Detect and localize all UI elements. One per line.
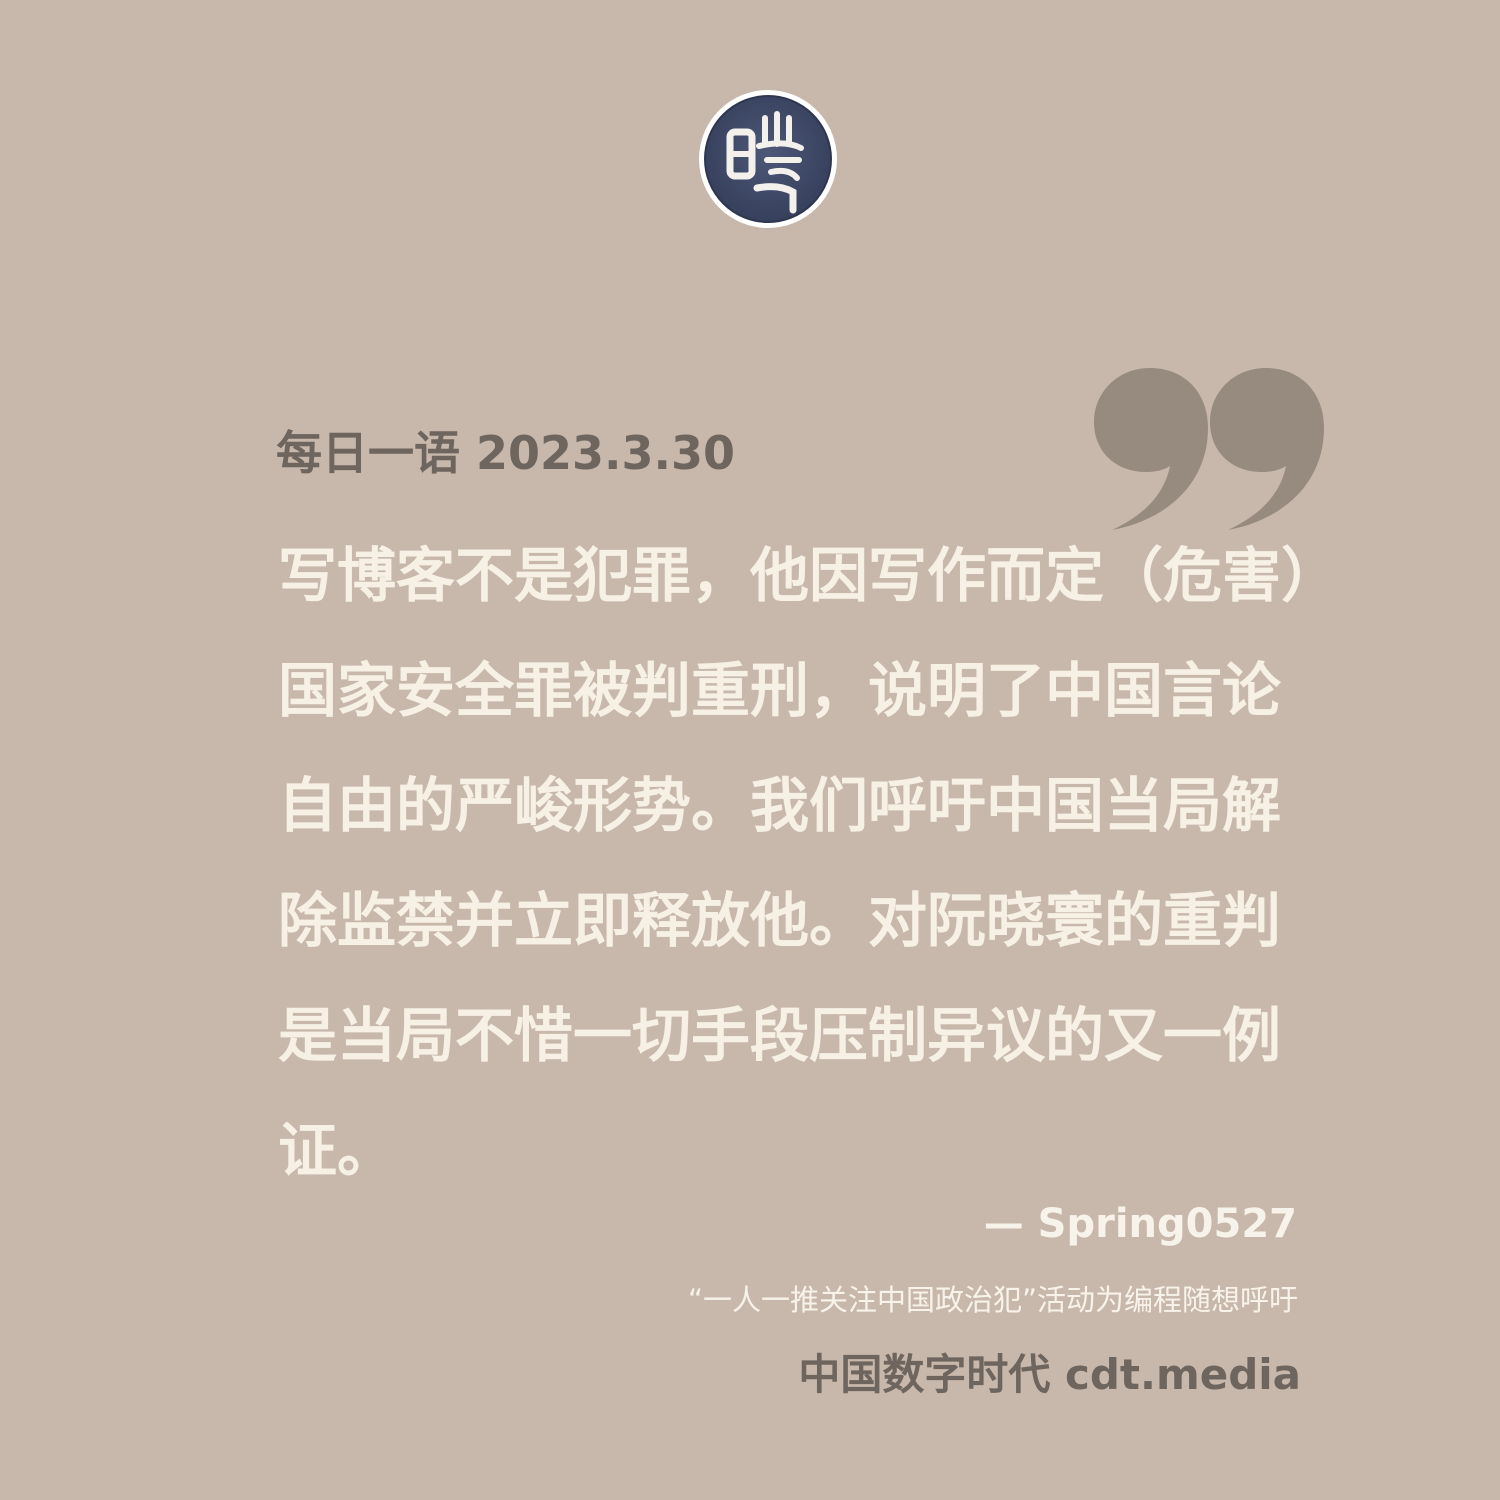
quote-line: 证。: [278, 1116, 397, 1185]
brand-footer: 中国数字时代 cdt.media: [798, 1350, 1301, 1399]
quote-line: 国家安全罪被判重刑，说明了中国言论: [278, 656, 1282, 725]
date-heading: 每日一语 2023.3.30: [276, 426, 736, 480]
quote-line: 自由的严峻形势。我们呼吁中国当局解: [278, 771, 1282, 840]
quote-author: — Spring0527: [983, 1201, 1297, 1247]
quote-text: 写博客不是犯罪，他因写作而定（危害） 国家安全罪被判重刑，说明了中国言论 自由的…: [278, 518, 1358, 1208]
quote-line: 是当局不惜一切手段压制异议的又一例: [278, 1001, 1282, 1070]
quote-line: 写博客不是犯罪，他因写作而定（危害）: [278, 541, 1341, 610]
cdt-logo: [697, 88, 839, 230]
quote-line: 除监禁并立即释放他。对阮晓寰的重判: [278, 886, 1282, 955]
closing-quote-icon: [1090, 364, 1326, 536]
campaign-caption: “一人一推关注中国政治犯”活动为编程随想呼吁: [687, 1283, 1298, 1317]
